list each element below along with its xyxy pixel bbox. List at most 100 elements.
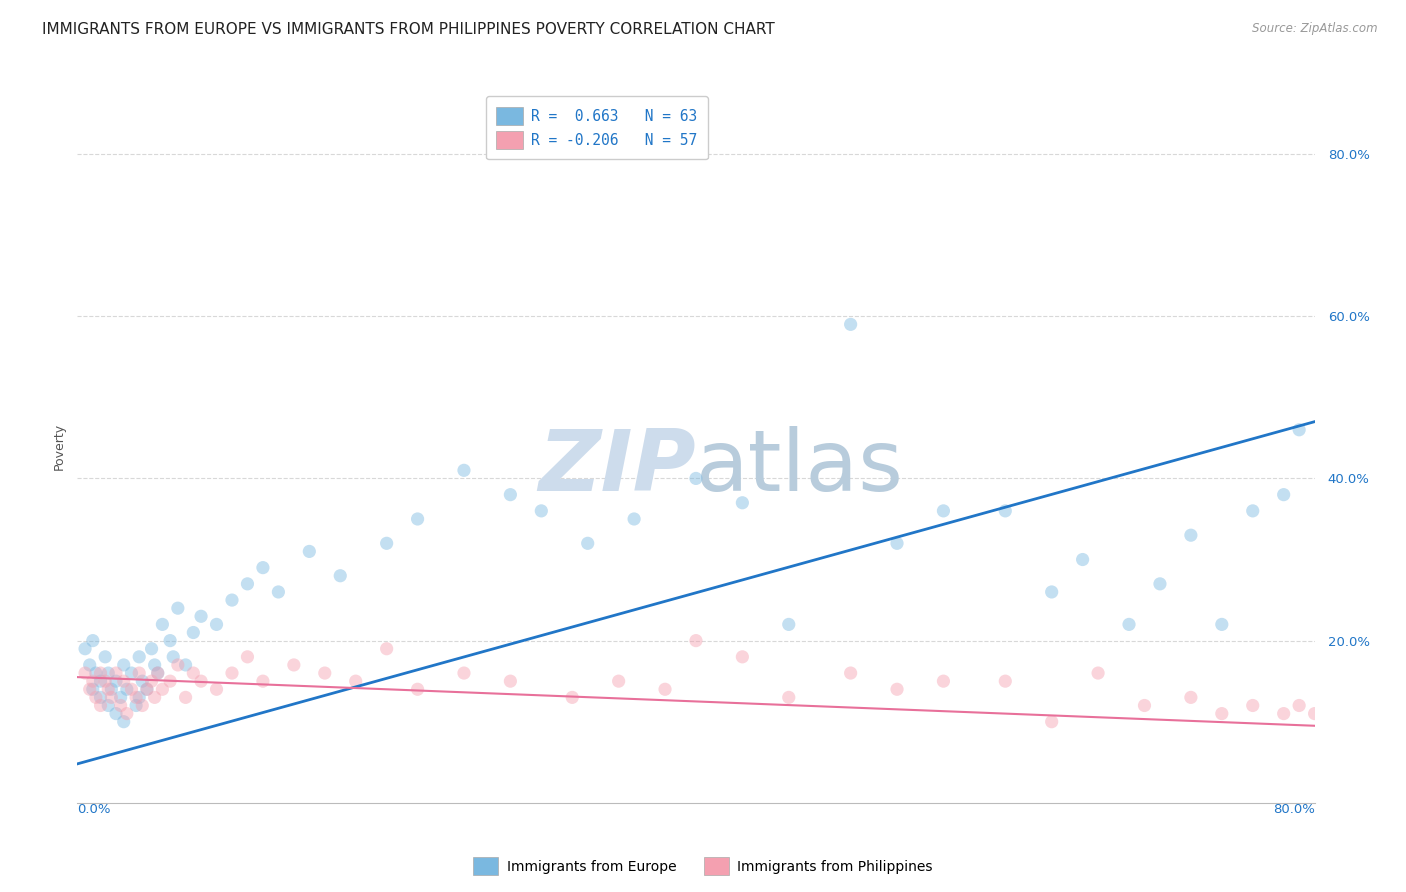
Point [344, 674, 367, 689]
Point [1040, 585, 1063, 599]
Point [236, 649, 259, 664]
Point [128, 649, 150, 664]
Y-axis label: Poverty: Poverty [53, 423, 66, 469]
Point [267, 585, 290, 599]
Text: IMMIGRANTS FROM EUROPE VS IMMIGRANTS FROM PHILIPPINES POVERTY CORRELATION CHART: IMMIGRANTS FROM EUROPE VS IMMIGRANTS FRO… [42, 22, 775, 37]
Point [252, 560, 274, 574]
Point [314, 666, 336, 681]
Point [205, 682, 228, 697]
Point [886, 536, 908, 550]
Point [283, 657, 305, 672]
Point [499, 488, 522, 502]
Point [1288, 698, 1310, 713]
Point [1288, 423, 1310, 437]
Point [1303, 706, 1326, 721]
Point [97, 682, 120, 697]
Point [252, 674, 274, 689]
Point [1180, 528, 1202, 542]
Point [453, 666, 475, 681]
Point [110, 690, 132, 705]
Point [75, 641, 96, 656]
Point [994, 674, 1017, 689]
Point [174, 690, 197, 705]
Point [1133, 698, 1156, 713]
Point [1272, 488, 1295, 502]
Point [167, 657, 190, 672]
Point [136, 682, 159, 697]
Point [159, 633, 181, 648]
Point [932, 674, 955, 689]
Point [1118, 617, 1140, 632]
Point [375, 641, 398, 656]
Point [1040, 714, 1063, 729]
Point [685, 471, 707, 485]
Point [731, 649, 754, 664]
Point [94, 649, 117, 664]
Point [406, 512, 429, 526]
Point [112, 714, 135, 729]
Point [136, 682, 159, 697]
Point [90, 674, 111, 689]
Point [75, 666, 96, 681]
Point [131, 698, 153, 713]
Point [1071, 552, 1094, 566]
Point [731, 496, 754, 510]
Point [576, 536, 599, 550]
Point [143, 657, 166, 672]
Point [1272, 706, 1295, 721]
Legend: Immigrants from Europe, Immigrants from Philippines: Immigrants from Europe, Immigrants from … [468, 852, 938, 880]
Point [79, 682, 101, 697]
Point [1211, 617, 1233, 632]
Point [90, 690, 111, 705]
Point [112, 674, 135, 689]
Point [143, 690, 166, 705]
Point [221, 593, 243, 607]
Text: 0.0%: 0.0% [77, 803, 111, 816]
Point [994, 504, 1017, 518]
Legend: R =  0.663   N = 63, R = -0.206   N = 57: R = 0.663 N = 63, R = -0.206 N = 57 [486, 96, 707, 160]
Point [375, 536, 398, 550]
Point [685, 633, 707, 648]
Point [97, 698, 120, 713]
Point [778, 690, 800, 705]
Point [1241, 504, 1264, 518]
Point [159, 674, 181, 689]
Point [79, 657, 101, 672]
Point [152, 617, 174, 632]
Point [110, 698, 132, 713]
Point [94, 674, 117, 689]
Point [183, 625, 205, 640]
Point [100, 690, 122, 705]
Point [84, 666, 107, 681]
Point [105, 706, 127, 721]
Point [1211, 706, 1233, 721]
Point [82, 674, 104, 689]
Point [121, 666, 143, 681]
Point [607, 674, 630, 689]
Point [839, 318, 862, 332]
Point [146, 666, 169, 681]
Point [115, 682, 138, 697]
Point [125, 698, 148, 713]
Point [105, 674, 127, 689]
Text: 80.0%: 80.0% [1272, 803, 1315, 816]
Point [499, 674, 522, 689]
Text: atlas: atlas [696, 425, 904, 509]
Point [90, 666, 111, 681]
Point [82, 682, 104, 697]
Point [121, 682, 143, 697]
Point [932, 504, 955, 518]
Point [82, 633, 104, 648]
Point [205, 617, 228, 632]
Point [236, 577, 259, 591]
Point [115, 706, 138, 721]
Point [886, 682, 908, 697]
Point [167, 601, 190, 615]
Point [112, 657, 135, 672]
Point [298, 544, 321, 558]
Point [105, 666, 127, 681]
Point [146, 666, 169, 681]
Point [1087, 666, 1109, 681]
Point [141, 674, 163, 689]
Point [1241, 698, 1264, 713]
